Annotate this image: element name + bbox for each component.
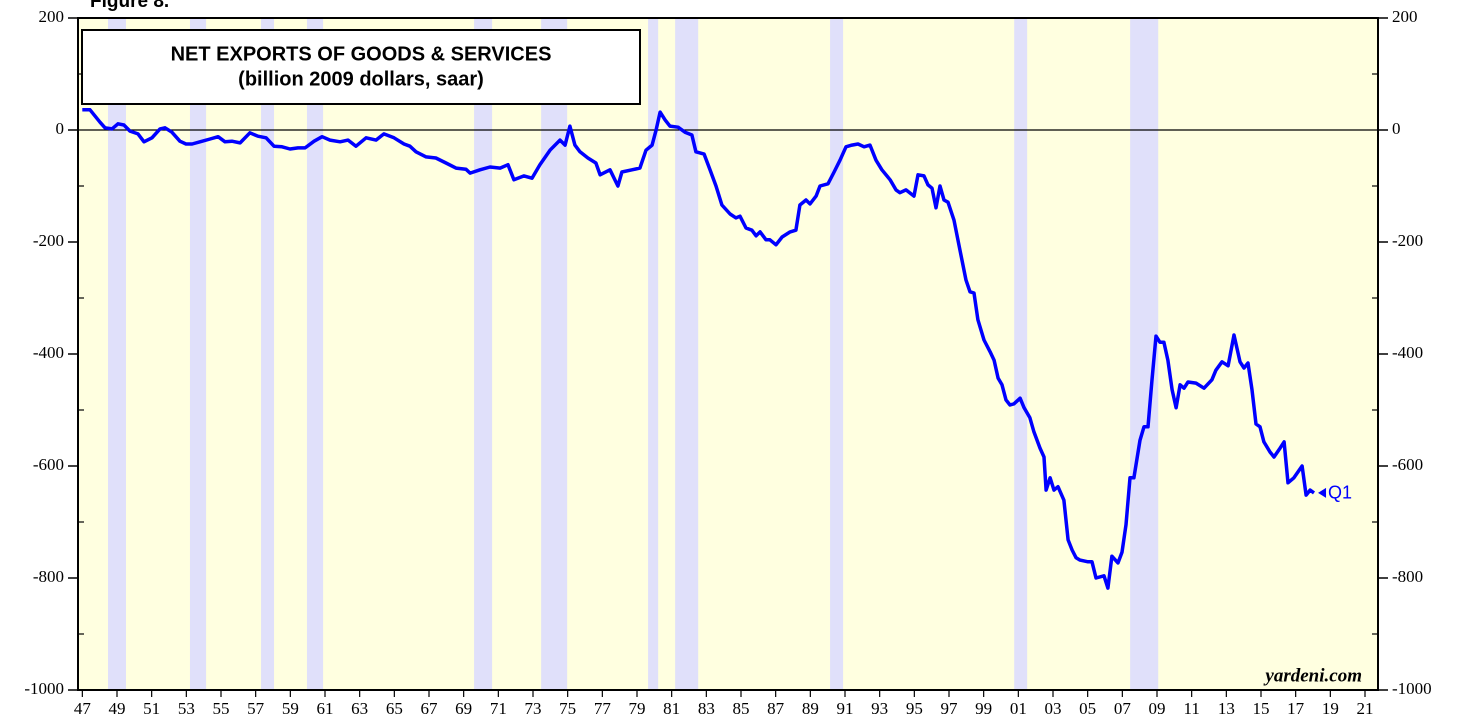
x-tick-label: 09	[1149, 699, 1166, 718]
chart-title: NET EXPORTS OF GOODS & SERVICES	[171, 43, 552, 65]
y-tick-label: -200	[33, 231, 64, 250]
x-tick-label: 07	[1114, 699, 1132, 718]
x-tick-label: 71	[490, 699, 507, 718]
recession-band	[1014, 18, 1028, 690]
x-tick-label: 83	[698, 699, 715, 718]
y2-tick-label: -200	[1392, 231, 1423, 250]
recession-band	[541, 18, 568, 690]
x-tick-label: 57	[247, 699, 265, 718]
x-tick-label: 11	[1183, 699, 1199, 718]
annotation: Q1	[1328, 483, 1352, 503]
x-tick-label: 85	[733, 699, 750, 718]
x-tick-label: 59	[282, 699, 299, 718]
y2-tick-label: -600	[1392, 455, 1423, 474]
x-tick-label: 49	[109, 699, 126, 718]
x-tick-label: 47	[74, 699, 92, 718]
x-tick-label: 97	[941, 699, 959, 718]
y-tick-label: 200	[39, 7, 65, 26]
x-tick-label: 05	[1079, 699, 1096, 718]
x-tick-label: 65	[386, 699, 403, 718]
y-tick-label: 0	[56, 119, 65, 138]
x-tick-label: 53	[178, 699, 195, 718]
y-tick-label: -600	[33, 455, 64, 474]
recession-band	[261, 18, 275, 690]
chart-subtitle: (billion 2009 dollars, saar)	[238, 68, 484, 90]
y-tick-label: -1000	[24, 679, 64, 698]
y2-tick-label: -800	[1392, 567, 1423, 586]
y2-tick-label: -1000	[1392, 679, 1432, 698]
x-tick-label: 89	[802, 699, 819, 718]
recession-band	[189, 18, 207, 690]
recession-band	[474, 18, 493, 690]
x-tick-label: 91	[837, 699, 854, 718]
x-tick-label: 21	[1357, 699, 1374, 718]
x-tick-label: 69	[455, 699, 472, 718]
x-tick-label: 03	[1045, 699, 1062, 718]
x-tick-label: 75	[559, 699, 576, 718]
x-tick-label: 01	[1010, 699, 1027, 718]
marks	[78, 108, 1378, 590]
y2-tick-label: 200	[1392, 7, 1418, 26]
source: yardeni.com	[1263, 665, 1362, 686]
x-tick-label: 73	[525, 699, 542, 718]
x-tick-label: 17	[1287, 699, 1305, 718]
plot-background	[78, 18, 1378, 690]
recession-band	[830, 18, 844, 690]
y2-tick-label: 0	[1392, 119, 1401, 138]
y-tick-label: -400	[33, 343, 64, 362]
figure-label: Figure 8.	[90, 0, 169, 12]
recession-band	[675, 18, 699, 690]
x-tick-label: 15	[1253, 699, 1270, 718]
x-tick-label: 13	[1218, 699, 1235, 718]
x-tick-label: 55	[213, 699, 230, 718]
x-tick-label: 93	[871, 699, 888, 718]
data-line	[82, 108, 1316, 590]
recession-band	[306, 18, 324, 690]
x-tick-label: 79	[629, 699, 646, 718]
x-tick-label: 81	[663, 699, 680, 718]
recession-band	[648, 18, 659, 690]
x-tick-label: 67	[421, 699, 439, 718]
x-tick-label: 63	[351, 699, 368, 718]
title-box	[81, 29, 641, 105]
plot-border	[77, 17, 1379, 691]
x-tick-label: 19	[1322, 699, 1339, 718]
x-tick-label: 77	[594, 699, 612, 718]
recession-band	[107, 18, 127, 690]
x-tick-label: 99	[975, 699, 992, 718]
x-tick-label: 61	[317, 699, 334, 718]
x-tick-label: 51	[143, 699, 160, 718]
x-tick-label: 95	[906, 699, 923, 718]
y-tick-label: -800	[33, 567, 64, 586]
annotation-arrow	[1318, 487, 1327, 498]
y2-tick-label: -400	[1392, 343, 1423, 362]
x-tick-label: 87	[767, 699, 785, 718]
